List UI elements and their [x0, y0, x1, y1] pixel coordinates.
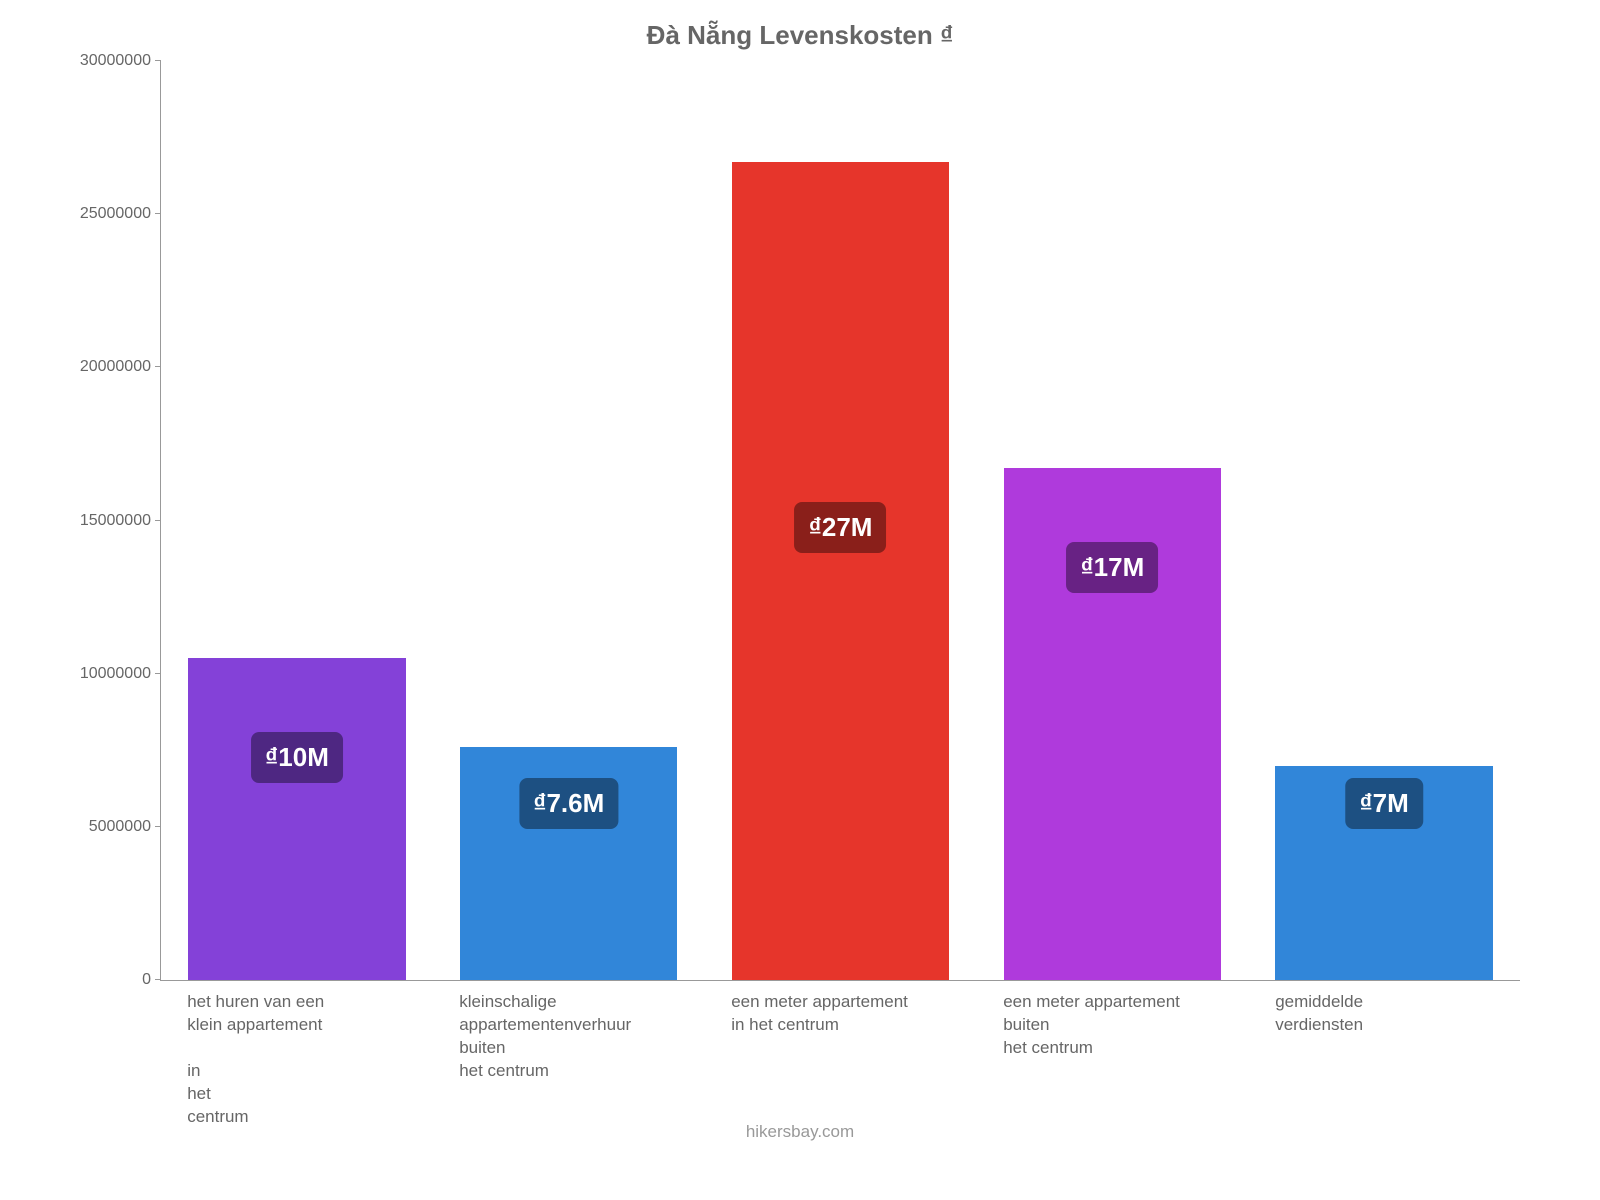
y-tick-label: 25000000	[51, 205, 151, 223]
attribution-text: hikersbay.com	[50, 1122, 1550, 1142]
y-tick-mark	[155, 826, 161, 827]
y-tick-label: 30000000	[51, 52, 151, 70]
y-tick-mark	[155, 673, 161, 674]
bar-slot: ₫7M	[1248, 61, 1520, 980]
y-tick-label: 5000000	[51, 818, 151, 836]
y-tick-mark	[155, 366, 161, 367]
x-tick-label: een meter appartement buiten het centrum	[1003, 991, 1289, 1060]
cost-of-living-chart: Đà Nẵng Levenskosten ₫ ₫10M ₫7.6M ₫27M ₫17M…	[50, 20, 1550, 1150]
x-tick-label: kleinschalige appartementenverhuur buite…	[459, 991, 745, 1083]
chart-title: Đà Nẵng Levenskosten ₫	[50, 20, 1550, 61]
bar-value-badge: ₫17M	[1066, 542, 1158, 593]
plot-area-wrapper: ₫10M₫7.6M₫27M₫17M₫7M 0500000010000000150…	[160, 61, 1520, 981]
y-tick-label: 10000000	[51, 665, 151, 683]
x-tick-label: een meter appartement in het centrum	[731, 991, 1017, 1037]
y-tick-mark	[155, 213, 161, 214]
y-tick-label: 15000000	[51, 512, 151, 530]
bars-layer: ₫10M ₫7.6M ₫27M ₫17M ₫7M	[161, 61, 1520, 980]
bar	[732, 162, 949, 980]
bar-value-badge: ₫7M	[1345, 778, 1422, 829]
y-tick-mark	[155, 520, 161, 521]
y-tick-mark	[155, 979, 161, 980]
bar-slot: ₫17M	[976, 61, 1248, 980]
y-tick-label: 0	[51, 971, 151, 989]
y-tick-label: 20000000	[51, 358, 151, 376]
x-tick-label: het huren van een klein appartement in h…	[187, 991, 473, 1129]
y-tick-mark	[155, 60, 161, 61]
bar-slot: ₫10M	[161, 61, 433, 980]
bar-value-badge: ₫27M	[795, 502, 887, 553]
plot-area: ₫10M₫7.6M₫27M₫17M₫7M 0500000010000000150…	[160, 61, 1520, 981]
x-tick-label: gemiddelde verdiensten	[1275, 991, 1561, 1037]
bar	[188, 658, 405, 980]
bar-slot: ₫7.6M	[433, 61, 705, 980]
bar-value-badge: ₫10M	[251, 732, 343, 783]
bar-slot: ₫27M	[705, 61, 977, 980]
bar-value-badge: ₫7.6M	[519, 778, 618, 829]
